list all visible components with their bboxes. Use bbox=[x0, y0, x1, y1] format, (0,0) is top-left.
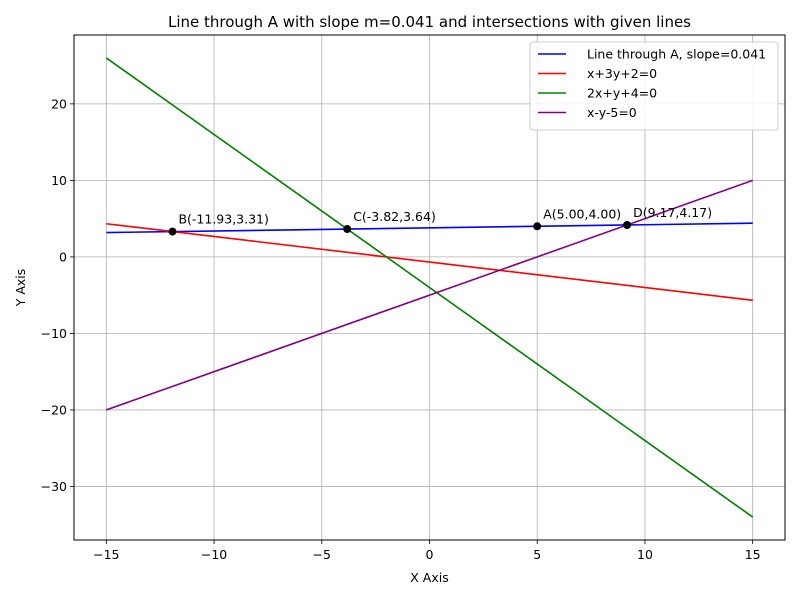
point-annotation: C(-3.82,3.64) bbox=[353, 209, 436, 224]
y-tick-label: 0 bbox=[59, 249, 67, 264]
x-tick-label: 5 bbox=[533, 547, 541, 562]
series-line-1 bbox=[106, 222, 753, 302]
x-tick-label: 15 bbox=[745, 547, 761, 562]
x-tick-label: −5 bbox=[313, 547, 331, 562]
x-tick-label: 0 bbox=[426, 547, 434, 562]
chart-title: Line through A with slope m=0.041 and in… bbox=[168, 13, 691, 31]
point-annotation: B(-11.93,3.31) bbox=[178, 212, 268, 227]
y-tick-label: 10 bbox=[51, 173, 67, 188]
legend-label: Line through A, slope=0.041 bbox=[587, 47, 766, 62]
legend-label: 2x+y+4=0 bbox=[587, 86, 657, 101]
legend-label: x+3y+2=0 bbox=[587, 66, 657, 81]
plot-area: A(5.00,4.00) B(-11.93,3.31) C(-3.82,3.64) D… bbox=[105, 57, 754, 518]
legend: Line through A, slope=0.041 x+3y+2=0 2x+y+… bbox=[529, 41, 779, 131]
intersection-point bbox=[533, 222, 542, 231]
x-axis-label: X Axis bbox=[410, 570, 448, 585]
y-tick-label: 20 bbox=[51, 96, 67, 111]
legend-label: x-y-5=0 bbox=[587, 105, 637, 120]
y-axis-label: Y Axis bbox=[13, 269, 28, 308]
intersection-point bbox=[343, 225, 352, 234]
series-line-0 bbox=[106, 222, 753, 234]
intersection-point bbox=[623, 220, 632, 229]
series-line-3 bbox=[106, 179, 753, 411]
y-tick-label: −20 bbox=[41, 402, 67, 417]
x-tick-label: 10 bbox=[637, 547, 653, 562]
legend-box bbox=[529, 41, 779, 131]
x-tick-label: −15 bbox=[93, 547, 119, 562]
axes-frame bbox=[73, 34, 786, 541]
y-tick-label: −10 bbox=[41, 326, 67, 341]
y-tick-label: −30 bbox=[41, 479, 67, 494]
intersection-point bbox=[168, 227, 177, 236]
x-tick-label: −10 bbox=[201, 547, 227, 562]
point-annotation: A(5.00,4.00) bbox=[543, 206, 621, 221]
point-annotation: D(9.17,4.17) bbox=[633, 205, 712, 220]
series-line-2 bbox=[105, 57, 754, 518]
axis-ticks: −15 −10 −5 0 5 10 15 −30 −20 −10 0 10 20 bbox=[41, 96, 761, 562]
